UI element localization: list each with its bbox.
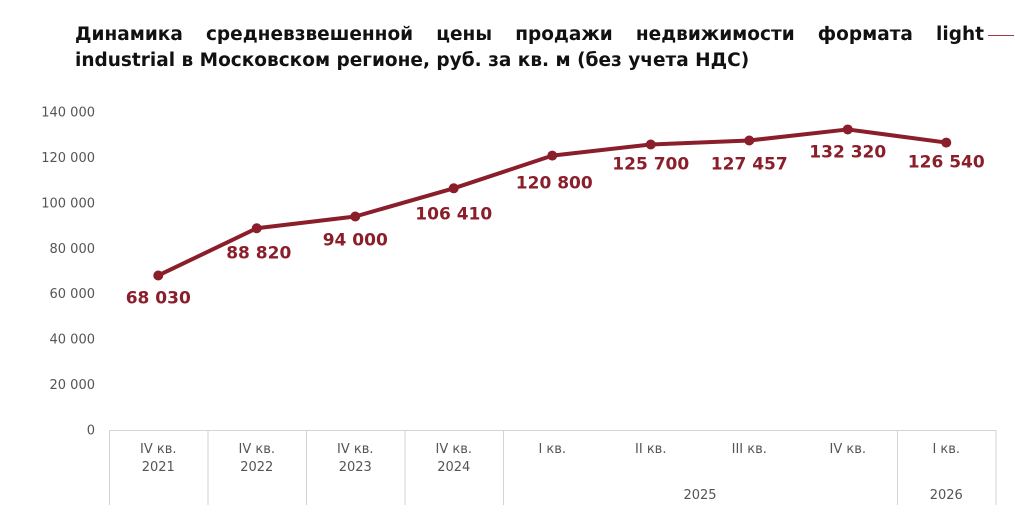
data-point: [941, 137, 952, 148]
data-label: 126 540: [908, 153, 985, 173]
x-tick-label: I кв.: [538, 442, 566, 457]
x-tick-label: IV кв.: [435, 442, 472, 457]
data-point: [842, 124, 853, 135]
x-tick-year-label: 2022: [240, 460, 273, 475]
data-point: [153, 270, 164, 281]
data-label: 68 030: [126, 288, 191, 308]
chart-title: Динамика средневзвешенной цены продажи н…: [75, 24, 984, 71]
y-tick-label: 80 000: [50, 242, 96, 257]
data-label: 120 800: [516, 174, 593, 194]
series-layer: [153, 124, 952, 281]
data-label: 127 457: [711, 154, 788, 174]
y-tick-label: 140 000: [41, 106, 95, 121]
y-tick-label: 100 000: [41, 196, 95, 211]
x-tick-label: II кв.: [635, 442, 666, 457]
x-tick-year-label: 2024: [437, 460, 470, 475]
x-group-label: 2025: [683, 488, 716, 503]
data-label: 125 700: [612, 154, 689, 174]
y-tick-label: 120 000: [41, 151, 95, 166]
data-labels: 68 030 88 820 94 000 106 410 120 800 125 700 1…: [126, 142, 985, 308]
x-tick-label: I кв.: [932, 442, 960, 457]
x-tick-year-label: 2023: [339, 460, 372, 475]
x-tick-label: IV кв.: [829, 442, 866, 457]
x-tick-label: III кв.: [732, 442, 767, 457]
x-tick-label: IV кв.: [140, 442, 177, 457]
y-tick-label: 40 000: [50, 333, 96, 348]
title-decoration-line: [988, 35, 1014, 36]
x-tick-label: IV кв.: [238, 442, 275, 457]
data-label: 106 410: [415, 204, 492, 224]
data-label: 88 820: [226, 243, 291, 263]
x-group-label: 2026: [930, 488, 963, 503]
data-point: [448, 183, 459, 194]
x-tick-year-label: 2021: [142, 460, 175, 475]
x-tick-label: IV кв.: [337, 442, 374, 457]
data-point: [547, 150, 558, 161]
data-point: [251, 223, 262, 234]
y-axis: 0 20 000 40 000 60 000 80 000 100 000 120 000 1…: [41, 106, 95, 439]
y-tick-label: 20 000: [50, 378, 96, 393]
data-point: [645, 139, 656, 150]
data-point: [350, 211, 361, 222]
data-label: 132 320: [809, 142, 886, 162]
data-label: 94 000: [323, 230, 388, 250]
y-tick-label: 0: [87, 424, 95, 439]
y-tick-label: 60 000: [50, 287, 96, 302]
x-axis: IV кв. 2021 IV кв. 2022 IV кв. 2023 IV кв. 2024…: [109, 430, 997, 505]
data-point: [744, 135, 755, 146]
